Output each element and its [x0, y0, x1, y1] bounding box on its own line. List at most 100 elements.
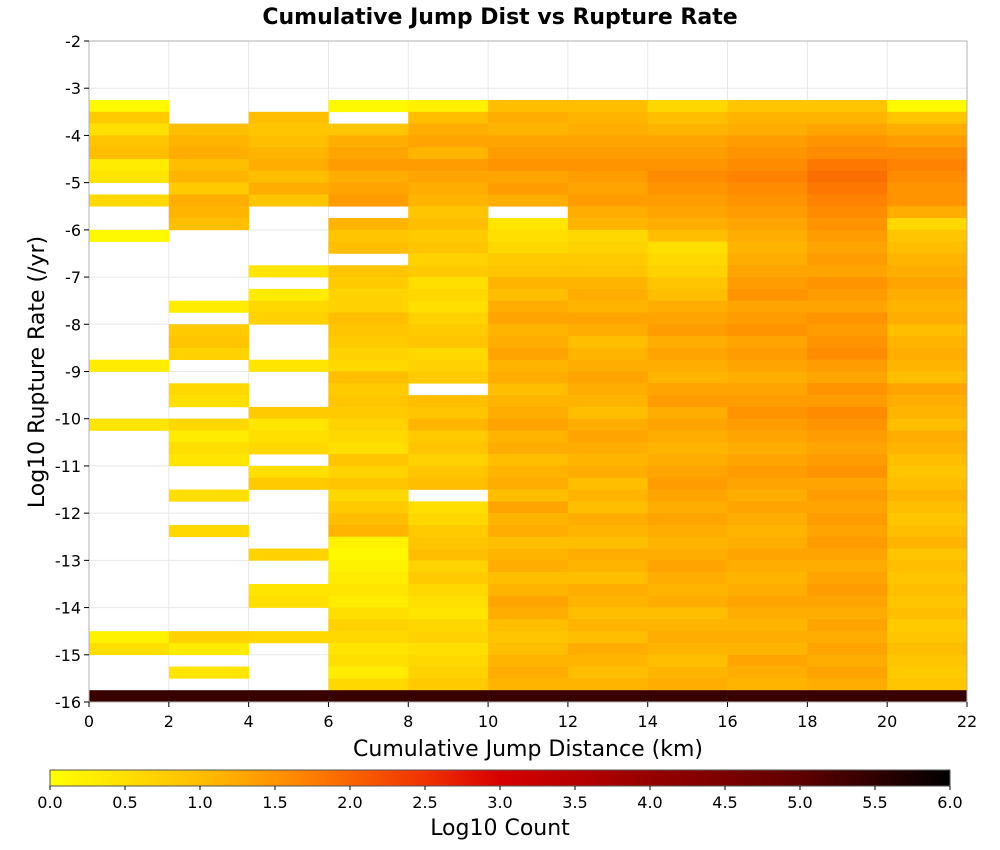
heatmap-cell [408, 277, 489, 290]
heatmap-cell [887, 371, 968, 384]
heatmap-cell [727, 218, 808, 231]
heatmap-cell [567, 383, 649, 396]
heatmap-cell-bottom [168, 690, 249, 702]
heatmap-cell [408, 454, 489, 467]
heatmap-cell [328, 241, 409, 254]
heatmap-cell [647, 489, 728, 502]
heatmap-cell [488, 678, 569, 691]
heatmap-cell [168, 524, 249, 538]
heatmap-cell [408, 300, 489, 313]
heatmap-cell [328, 454, 409, 467]
heatmap-cells [89, 100, 968, 702]
colorbar-tick-label: 1.0 [187, 793, 212, 812]
heatmap-cell [567, 123, 649, 136]
heatmap-cell [807, 513, 888, 526]
heatmap-cell [328, 678, 409, 691]
heatmap-cell [647, 123, 728, 136]
x-axis-ticks: 0 2 4 6 8 10 12 14 16 18 20 22 [84, 702, 977, 731]
heatmap-cell [168, 147, 249, 160]
heatmap-cell [567, 336, 649, 349]
heatmap-cell [488, 371, 569, 384]
heatmap-cell [567, 418, 649, 431]
y-tick-label: -3 [65, 79, 81, 98]
heatmap-cell [647, 100, 728, 113]
heatmap-cell [408, 619, 489, 632]
heatmap-cell [647, 642, 728, 656]
heatmap-cell [807, 288, 888, 301]
heatmap-cell [887, 347, 968, 360]
heatmap-cell [328, 170, 409, 183]
heatmap-cell [248, 430, 329, 443]
heatmap-cell [567, 595, 649, 608]
heatmap-cell [328, 395, 409, 408]
heatmap-cell [248, 548, 329, 561]
heatmap-cell [567, 654, 649, 667]
heatmap-cell [567, 312, 649, 325]
heatmap-cell [807, 277, 888, 290]
heatmap-cell [727, 288, 808, 301]
heatmap-cell [727, 265, 808, 278]
heatmap-cell [807, 395, 888, 408]
heatmap-cell [488, 583, 569, 597]
heatmap-cell [567, 265, 649, 278]
heatmap-cell [567, 406, 649, 420]
heatmap-cell [89, 100, 170, 113]
heatmap-cell [408, 395, 489, 408]
heatmap-cell [328, 477, 409, 490]
heatmap-cell [887, 159, 968, 172]
heatmap-cell [328, 277, 409, 290]
heatmap-cell [647, 229, 728, 242]
heatmap-cell [807, 135, 888, 148]
heatmap-cell [408, 111, 489, 124]
heatmap-cell [248, 135, 329, 148]
heatmap-cell [408, 631, 489, 644]
heatmap-cell [807, 406, 888, 420]
heatmap-cell [408, 513, 489, 526]
colorbar-tick-label: 1.5 [262, 793, 287, 812]
heatmap-cell [567, 536, 649, 549]
heatmap-cell [488, 654, 569, 667]
heatmap-cell [488, 595, 569, 608]
heatmap-cell [647, 312, 728, 325]
heatmap-cell [168, 300, 249, 313]
heatmap-cell [647, 135, 728, 148]
heatmap-cell [567, 619, 649, 632]
heatmap-cell [567, 395, 649, 408]
colorbar-tick-label: 0.5 [112, 793, 137, 812]
heatmap-cell [89, 159, 170, 172]
y-axis-ticks: -2 -3 -4 -5 -6 -7 -8 -9 -10 -11 -12 -13 -14 -15 -16 [55, 32, 89, 712]
heatmap-cell [168, 442, 249, 455]
heatmap-cell [408, 347, 489, 360]
heatmap-cell [807, 678, 888, 691]
y-tick-label: -9 [65, 363, 81, 382]
heatmap-cell [168, 666, 249, 679]
heatmap-cell [248, 147, 329, 160]
heatmap-cell [807, 430, 888, 443]
heatmap-cell [168, 454, 249, 467]
heatmap-cell [727, 489, 808, 502]
heatmap-cell [567, 100, 649, 113]
heatmap-cell [727, 513, 808, 526]
heatmap-cell [488, 513, 569, 526]
heatmap-cell [328, 560, 409, 573]
heatmap-cell [727, 595, 808, 608]
heatmap-cell [887, 536, 968, 549]
colorbar-tick-label: 3.0 [487, 793, 512, 812]
heatmap-cell [647, 560, 728, 573]
heatmap-cell [727, 147, 808, 160]
heatmap-cell [887, 111, 968, 124]
heatmap-cell [807, 524, 888, 538]
heatmap-cell [647, 548, 728, 561]
x-tick-label: 16 [717, 712, 737, 731]
heatmap-cell [807, 265, 888, 278]
heatmap-cell [647, 654, 728, 667]
heatmap-cell [328, 147, 409, 160]
heatmap-cell [328, 300, 409, 313]
heatmap-cell [328, 324, 409, 337]
heatmap-cell [89, 111, 170, 124]
heatmap-cell [89, 194, 170, 207]
heatmap-cell [168, 123, 249, 136]
heatmap-cell [567, 513, 649, 526]
heatmap-cell [328, 406, 409, 420]
heatmap-cell [488, 642, 569, 656]
